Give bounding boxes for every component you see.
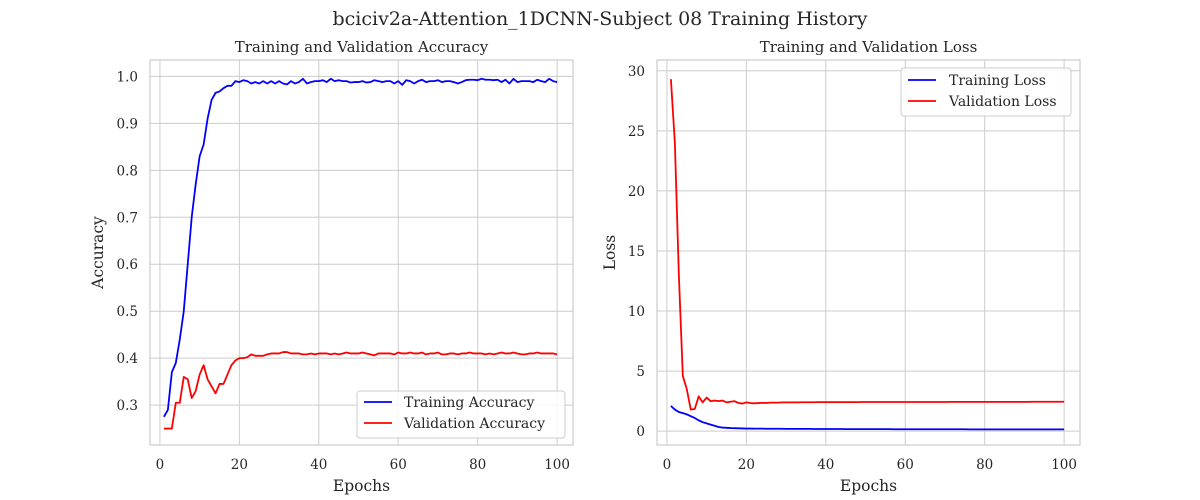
loss-plot-frame — [656, 59, 1081, 446]
accuracy-x-tick-label: 80 — [469, 457, 486, 473]
loss-x-tick-label: 20 — [738, 457, 755, 473]
loss-legend-label-training: Training Loss — [949, 73, 1046, 89]
loss-y-tick-label: 30 — [628, 64, 645, 80]
accuracy-legend: Training Accuracy Validation Accuracy — [356, 390, 566, 439]
loss-y-ticks: 0 5 10 15 20 25 30 — [628, 64, 645, 440]
accuracy-x-tick-label: 20 — [231, 457, 248, 473]
accuracy-title: Training and Validation Accuracy — [235, 38, 489, 56]
accuracy-x-label: Epochs — [333, 477, 390, 495]
loss-y-tick-label: 25 — [628, 124, 645, 140]
loss-series — [670, 79, 1065, 431]
accuracy-x-tick-label: 100 — [544, 457, 570, 473]
accuracy-x-tick-label: 60 — [390, 457, 407, 473]
accuracy-plot-frame — [149, 59, 574, 446]
loss-x-tick-label: 60 — [897, 457, 914, 473]
training-loss-line — [670, 405, 1065, 431]
accuracy-x-tick-label: 40 — [310, 457, 327, 473]
loss-y-label: Loss — [601, 235, 619, 271]
accuracy-series — [163, 77, 558, 430]
loss-legend: Training Loss Validation Loss — [900, 67, 1072, 117]
accuracy-y-tick-label: 0.9 — [117, 116, 138, 132]
loss-y-tick-label: 20 — [628, 184, 645, 200]
validation-loss-line — [670, 79, 1065, 411]
accuracy-x-tick-label: 0 — [156, 457, 165, 473]
accuracy-y-tick-label: 0.3 — [117, 398, 138, 414]
loss-y-tick-label: 10 — [628, 304, 645, 320]
accuracy-y-ticks: 0.3 0.4 0.5 0.6 0.7 0.8 0.9 1.0 — [117, 69, 138, 414]
loss-legend-label-validation: Validation Loss — [948, 94, 1057, 110]
accuracy-y-tick-label: 0.4 — [117, 351, 138, 367]
figure-title: bciciv2a-Attention_1DCNN-Subject 08 Trai… — [332, 8, 867, 30]
loss-x-tick-label: 0 — [663, 457, 672, 473]
loss-grid — [657, 60, 1080, 445]
training-accuracy-line — [163, 77, 558, 418]
loss-y-tick-label: 15 — [628, 244, 645, 260]
loss-y-tick-label: 0 — [636, 424, 645, 440]
loss-legend-box — [900, 67, 1072, 117]
validation-accuracy-line — [163, 351, 558, 430]
loss-x-label: Epochs — [840, 477, 897, 495]
accuracy-y-tick-label: 1.0 — [117, 69, 138, 85]
loss-x-tick-label: 40 — [817, 457, 834, 473]
loss-y-tick-label: 5 — [636, 364, 645, 380]
loss-x-ticks: 0 20 40 60 80 100 — [663, 457, 1077, 473]
loss-x-tick-label: 100 — [1051, 457, 1077, 473]
accuracy-panel: Training and Validation Accuracy 0 20 40 60… — [89, 38, 574, 495]
loss-x-tick-label: 80 — [976, 457, 993, 473]
loss-title: Training and Validation Loss — [760, 38, 978, 56]
accuracy-y-tick-label: 0.8 — [117, 163, 138, 179]
loss-panel: Training and Validation Loss 0 20 40 60 80 10… — [601, 38, 1081, 495]
accuracy-y-tick-label: 0.7 — [117, 210, 138, 226]
accuracy-y-tick-label: 0.6 — [117, 257, 138, 273]
accuracy-y-tick-label: 0.5 — [117, 304, 138, 320]
accuracy-x-ticks: 0 20 40 60 80 100 — [156, 457, 570, 473]
accuracy-legend-label-validation: Validation Accuracy — [403, 416, 545, 432]
accuracy-legend-box — [356, 390, 566, 439]
accuracy-legend-label-training: Training Accuracy — [404, 395, 534, 411]
accuracy-grid — [150, 60, 573, 445]
accuracy-y-label: Accuracy — [89, 216, 107, 290]
